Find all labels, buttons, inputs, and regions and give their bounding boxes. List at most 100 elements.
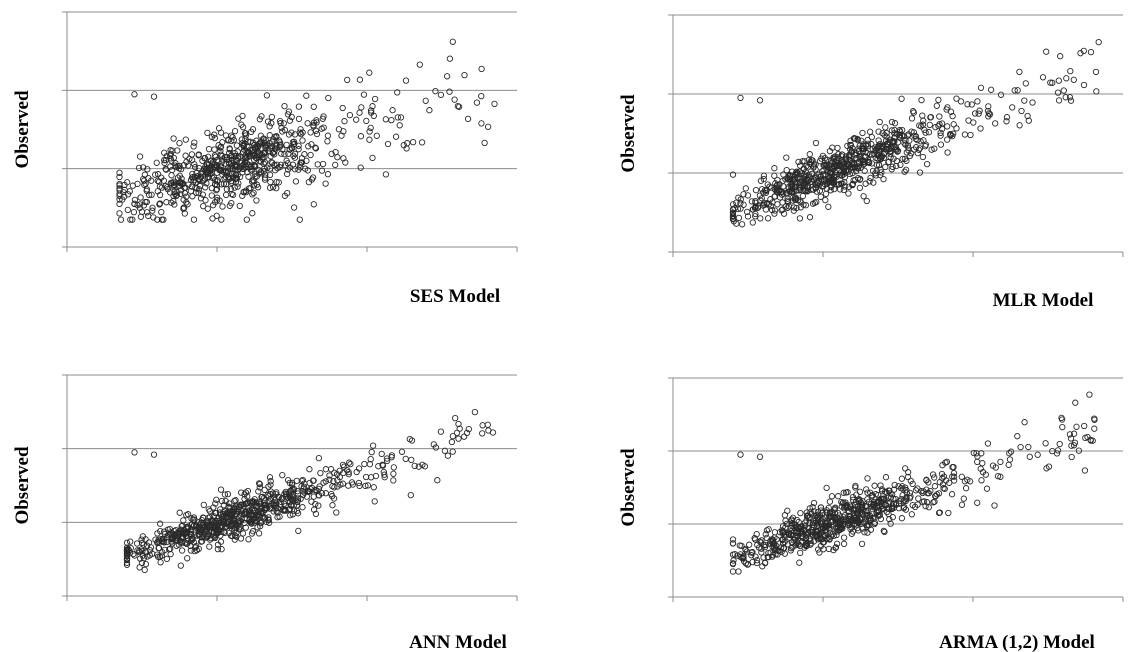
scatter-point	[219, 511, 227, 518]
scatter-point	[465, 425, 472, 433]
scatter-point	[242, 508, 249, 516]
scatter-point	[446, 88, 453, 95]
scatter-point	[896, 133, 904, 141]
scatter-point	[305, 143, 312, 150]
scatter-point	[117, 216, 125, 223]
scatter-point	[866, 159, 873, 167]
scatter-point	[1056, 440, 1063, 448]
scatter-point	[285, 108, 293, 115]
scatter-point	[332, 148, 339, 156]
scatter-point	[195, 164, 203, 172]
scatter-point	[737, 553, 744, 561]
scatter-point	[449, 448, 456, 455]
scatter-point	[161, 159, 168, 167]
scatter-point	[931, 474, 938, 481]
scatter-point	[154, 177, 161, 184]
scatter-point	[813, 198, 820, 206]
scatter-point	[206, 164, 214, 171]
scatter-point	[914, 485, 921, 492]
scatter-point	[764, 181, 771, 188]
scatter-point	[822, 190, 830, 198]
scatter-point	[857, 516, 864, 523]
scatter-point	[1014, 87, 1021, 94]
scatter-point	[1022, 80, 1029, 87]
scatter-point	[841, 168, 848, 176]
scatter-point	[858, 540, 866, 548]
scatter-point	[815, 546, 822, 553]
scatter-point	[905, 469, 912, 476]
scatter-point	[1055, 77, 1062, 84]
scatter-point	[1067, 435, 1075, 442]
scatter-point	[730, 557, 737, 564]
scatter-point	[923, 160, 931, 168]
scatter-point	[170, 197, 177, 205]
scatter-point	[1091, 415, 1098, 422]
scatter-point	[473, 99, 481, 106]
scatter-point	[797, 181, 805, 189]
scatter-point	[279, 128, 286, 135]
scatter-point	[199, 157, 206, 164]
scatter-point	[771, 529, 779, 536]
scatter-point	[886, 516, 893, 523]
scatter-point	[157, 559, 164, 566]
scatter-point	[295, 142, 302, 149]
scatter-point	[150, 93, 158, 100]
scatter-point	[367, 124, 374, 132]
scatter-point	[369, 442, 377, 449]
scatter-point	[734, 552, 741, 559]
scatter-point	[877, 482, 884, 489]
scatter-point	[183, 193, 190, 200]
scatter-point	[238, 121, 245, 128]
scatter-point	[875, 151, 882, 158]
scatter-point	[902, 465, 909, 472]
scatter-point	[914, 136, 921, 144]
scatter-point	[217, 532, 224, 539]
scatter-point	[140, 177, 148, 184]
scatter-point	[228, 525, 236, 532]
scatter-point	[979, 460, 986, 467]
scatter-point	[802, 168, 809, 176]
scatter-point	[394, 89, 401, 96]
scatter-point	[931, 483, 939, 490]
scatter-point	[748, 552, 755, 559]
scatter-point	[1016, 122, 1023, 129]
scatter-point	[909, 108, 917, 115]
scatter-point	[116, 200, 123, 208]
scatter-point	[795, 187, 802, 194]
scatter-point	[880, 154, 888, 161]
scatter-point	[756, 453, 764, 460]
scatter-point	[935, 96, 942, 104]
scatter-point	[310, 201, 317, 208]
scatter-point	[811, 519, 819, 527]
scatter-point	[362, 482, 369, 490]
scatter-point	[144, 166, 151, 173]
scatter-point	[228, 521, 235, 528]
scatter-point	[137, 194, 144, 201]
scatter-point	[364, 482, 372, 489]
scatter-point	[219, 139, 226, 146]
scatter-point	[324, 132, 332, 139]
scatter-point	[827, 187, 834, 194]
scatter-point	[229, 191, 237, 199]
scatter-point	[333, 509, 340, 516]
scatter-point	[843, 153, 850, 160]
scatter-point	[925, 490, 932, 497]
scatter-point	[735, 214, 743, 222]
scatter-point	[222, 497, 229, 505]
scatter-point	[255, 480, 263, 487]
scatter-point	[788, 520, 795, 527]
scatter-point	[334, 483, 341, 490]
scatter-point	[860, 193, 867, 200]
scatter-point	[866, 178, 873, 185]
scatter-point	[248, 178, 256, 185]
scatter-point	[891, 138, 898, 145]
scatter-point	[961, 478, 969, 485]
scatter-point	[1080, 47, 1087, 55]
scatter-point	[236, 173, 244, 181]
scatter-point	[334, 154, 341, 161]
scatter-point	[729, 209, 737, 216]
scatter-point	[888, 491, 896, 498]
scatter-point	[898, 95, 905, 102]
scatter-point	[817, 504, 825, 511]
scatter-point	[847, 137, 854, 144]
